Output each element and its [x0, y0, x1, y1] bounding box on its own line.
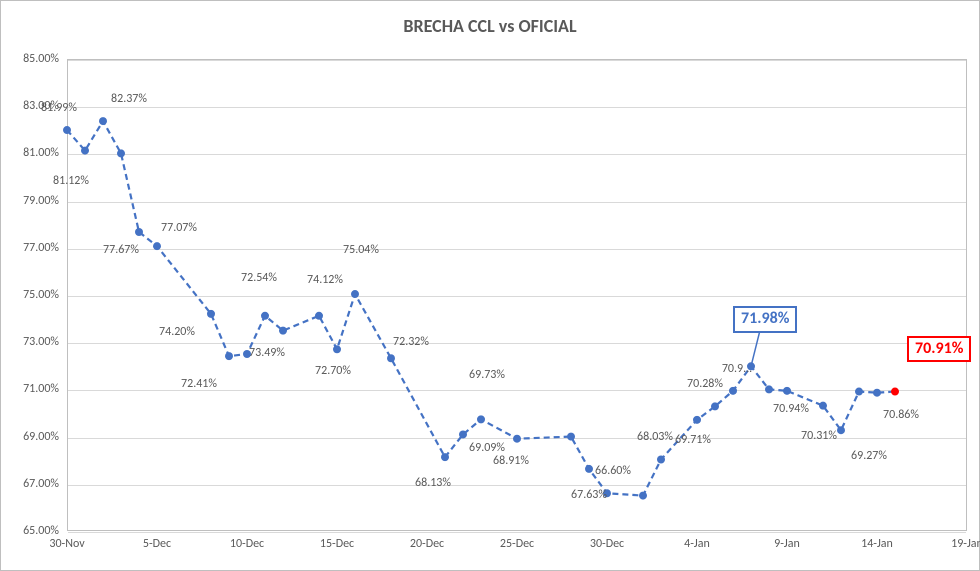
gridline [68, 485, 966, 486]
data-label: 72.70% [315, 364, 351, 378]
gridline [68, 202, 966, 203]
y-tick-label: 65.00% [1, 524, 59, 538]
data-label: 75.04% [343, 243, 379, 257]
y-tick-label: 69.00% [1, 430, 59, 444]
data-label: 82.37% [111, 92, 147, 106]
chart-title: BRECHA CCL vs OFICIAL [1, 15, 979, 37]
data-label: 70.9... [722, 362, 752, 376]
gridline [68, 249, 966, 250]
callout-box: 70.91% [907, 336, 971, 363]
data-label: 70.28% [687, 377, 723, 391]
data-label: 68.91% [493, 454, 529, 468]
data-label: 66.60% [595, 464, 631, 478]
data-label: 72.41% [181, 377, 217, 391]
data-label: 72.32% [393, 335, 429, 349]
x-tick-label: 4-Jan [684, 537, 710, 551]
x-tick-label: 5-Dec [143, 537, 171, 551]
data-label: 73.49% [249, 346, 285, 360]
data-label: 68.13% [415, 476, 451, 490]
gridline [68, 154, 966, 155]
gridline [68, 532, 966, 533]
data-label: 70.31% [801, 429, 837, 443]
x-tick-label: 15-Dec [320, 537, 354, 551]
y-tick-label: 77.00% [1, 241, 59, 255]
data-label: 68.03% [637, 430, 673, 444]
x-tick-label: 10-Dec [230, 537, 264, 551]
data-label: 81.99% [41, 101, 77, 115]
gridline [68, 60, 966, 61]
gridline [68, 296, 966, 297]
chart-container: BRECHA CCL vs OFICIAL 65.00% 67.00% 69.00%… [0, 0, 980, 571]
y-tick-label: 73.00% [1, 335, 59, 349]
data-label: 77.67% [103, 243, 139, 257]
y-tick-label: 67.00% [1, 477, 59, 491]
callout-box: 71.98% [733, 306, 797, 333]
x-tick-label: 25-Dec [500, 537, 534, 551]
x-tick-label: 30-Nov [49, 537, 84, 551]
data-label: 74.20% [159, 325, 195, 339]
y-tick-label: 71.00% [1, 382, 59, 396]
y-tick-label: 75.00% [1, 288, 59, 302]
y-tick-label: 85.00% [1, 52, 59, 66]
data-label: 69.71% [675, 433, 711, 447]
data-label: 69.73% [469, 368, 505, 382]
x-tick-label: 9-Jan [774, 537, 800, 551]
x-tick-label: 14-Jan [861, 537, 893, 551]
x-tick-label: 20-Dec [410, 537, 444, 551]
data-label: 81.12% [53, 174, 89, 188]
data-label: 74.12% [307, 273, 343, 287]
data-label: 72.54% [241, 271, 277, 285]
gridline [68, 343, 966, 344]
x-tick-label: 19-Jan [951, 537, 980, 551]
data-label: 70.86% [883, 408, 919, 422]
data-label: 70.94% [773, 402, 809, 416]
gridline [68, 107, 966, 108]
y-tick-label: 81.00% [1, 146, 59, 160]
x-tick-label: 30-Dec [590, 537, 624, 551]
y-tick-label: 79.00% [1, 194, 59, 208]
data-label: 69.27% [851, 449, 887, 463]
data-label: 77.07% [161, 221, 197, 235]
data-label: 67.63% [571, 488, 607, 502]
